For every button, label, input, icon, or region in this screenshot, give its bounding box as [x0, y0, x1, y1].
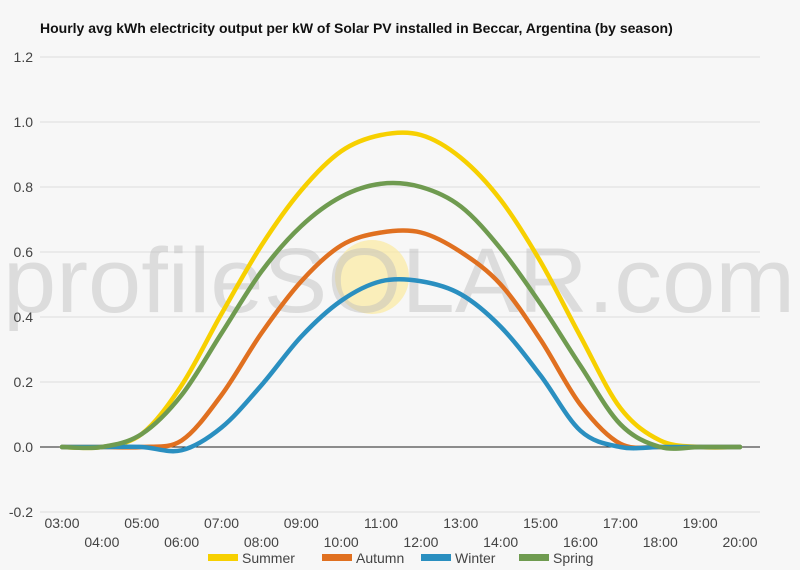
series-lines [59, 130, 743, 454]
x-tick-label: 13:00 [443, 515, 478, 531]
x-tick-label: 12:00 [403, 534, 438, 550]
y-tick-label: 0.8 [14, 179, 34, 195]
legend-swatch [519, 554, 549, 561]
series-line-autumn [59, 228, 743, 451]
x-tick-label: 19:00 [683, 515, 718, 531]
grid-lines [40, 56, 760, 513]
legend-item-summer: Summer [208, 550, 295, 566]
y-axis: -0.2 0.0 0.2 0.4 0.6 0.8 1.0 1.2 [9, 49, 33, 520]
x-tick-label: 11:00 [364, 515, 398, 531]
legend-swatch [421, 554, 451, 561]
legend-label: Spring [553, 550, 593, 566]
x-tick-label: 04:00 [84, 534, 119, 550]
x-tick-label: 05:00 [124, 515, 159, 531]
y-tick-label: -0.2 [9, 504, 33, 520]
legend-swatch [208, 554, 238, 561]
y-tick-label: 1.2 [14, 49, 34, 65]
x-tick-label: 08:00 [244, 534, 279, 550]
series-line-spring [59, 180, 743, 451]
x-tick-label: 18:00 [643, 534, 678, 550]
series-line-winter [59, 276, 743, 454]
legend-label: Autumn [356, 550, 404, 566]
x-axis: 03:00 04:00 05:00 06:00 07:00 08:00 09:00 10:00… [44, 515, 757, 550]
x-tick-label: 07:00 [204, 515, 239, 531]
y-tick-label: 0.4 [14, 309, 34, 325]
y-tick-label: 0.2 [14, 374, 34, 390]
y-tick-label: 1.0 [14, 114, 34, 130]
legend-label: Winter [455, 550, 496, 566]
series-line-summer [59, 130, 743, 451]
x-tick-label: 06:00 [164, 534, 199, 550]
x-tick-label: 16:00 [563, 534, 598, 550]
y-tick-label: 0.6 [14, 244, 34, 260]
x-tick-label: 03:00 [44, 515, 79, 531]
x-tick-label: 20:00 [722, 534, 757, 550]
legend-item-spring: Spring [519, 550, 593, 566]
x-tick-label: 14:00 [483, 534, 518, 550]
legend-item-winter: Winter [421, 550, 496, 566]
legend: Summer Autumn Winter Spring [208, 550, 593, 566]
x-tick-label: 17:00 [603, 515, 638, 531]
x-tick-label: 15:00 [523, 515, 558, 531]
y-tick-label: 0.0 [14, 439, 34, 455]
x-tick-label: 09:00 [284, 515, 319, 531]
x-tick-label: 10:00 [324, 534, 359, 550]
legend-swatch [322, 554, 352, 561]
legend-item-autumn: Autumn [322, 550, 404, 566]
legend-label: Summer [242, 550, 295, 566]
chart-title: Hourly avg kWh electricity output per kW… [40, 20, 673, 36]
